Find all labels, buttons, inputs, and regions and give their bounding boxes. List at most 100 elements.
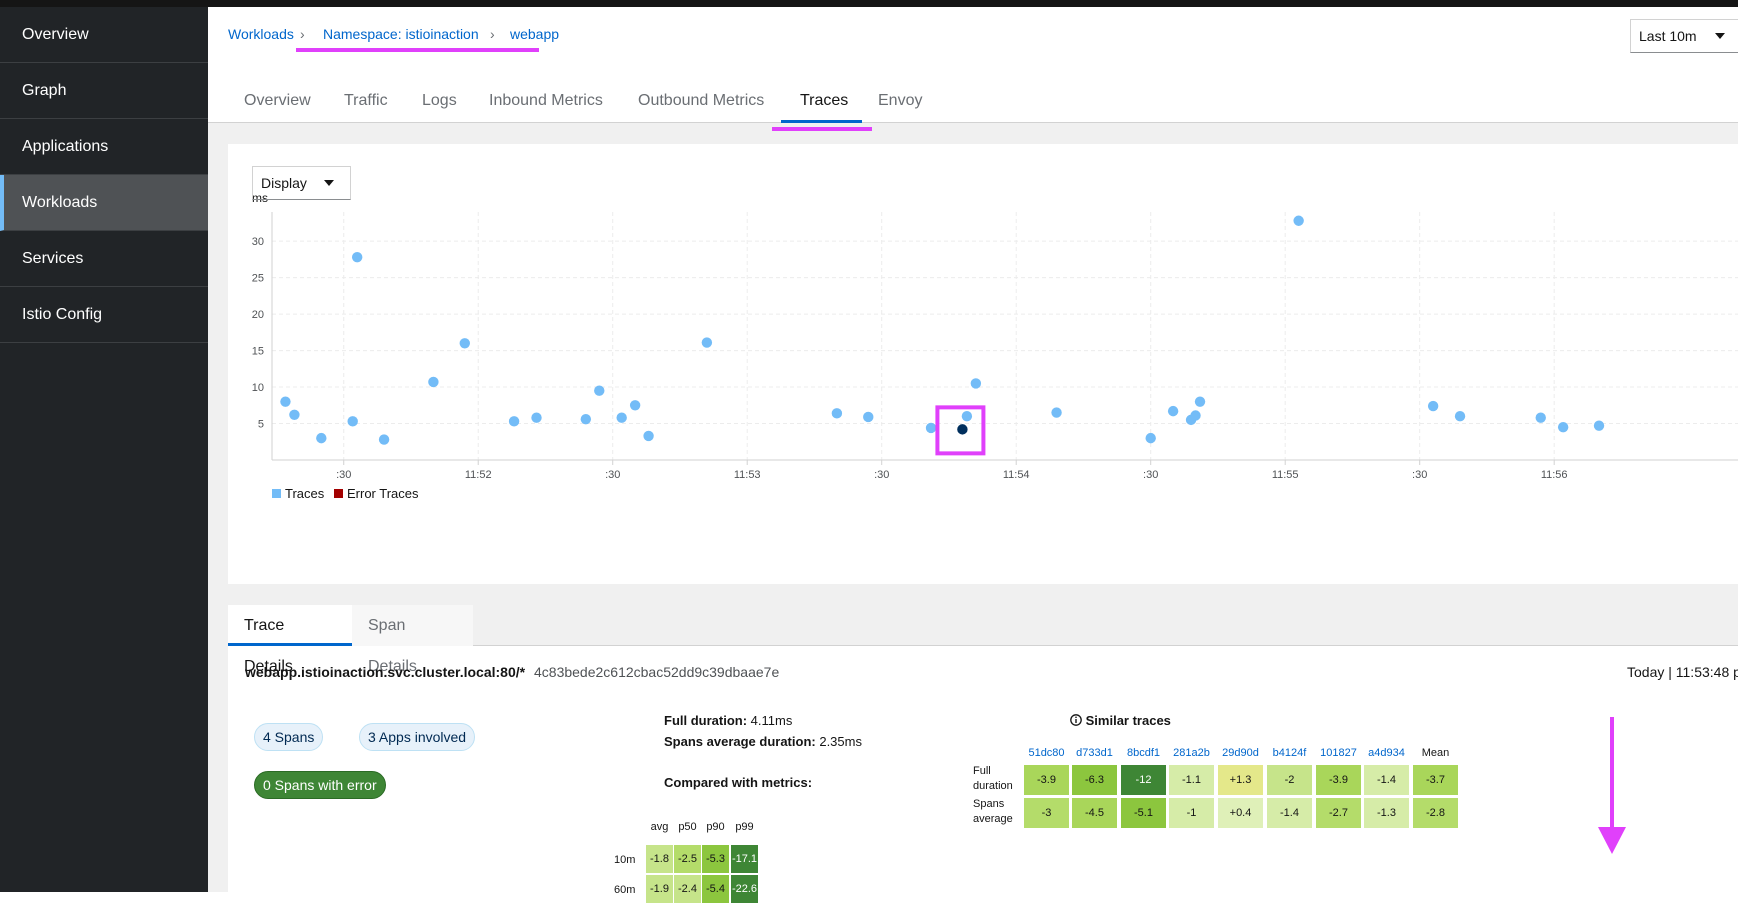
x-tick-label: :30	[605, 469, 620, 481]
trace-point	[1145, 432, 1156, 444]
annotation-underline	[772, 127, 872, 131]
trace-point	[1454, 411, 1466, 422]
y-axis-label: ms	[252, 191, 268, 205]
similar-trace-link[interactable]: b4124f	[1272, 747, 1307, 759]
trace-point	[970, 378, 982, 389]
metric-col-header: p90	[706, 821, 725, 833]
x-tick-label: 11:54	[1003, 469, 1030, 481]
similar-trace-link[interactable]: 281a2b	[1173, 747, 1210, 759]
metric-col-header: p99	[735, 821, 754, 833]
sidebar-item-overview[interactable]: Overview	[0, 7, 208, 63]
display-dropdown[interactable]: Display	[252, 166, 351, 200]
trace-point	[925, 422, 937, 434]
metric-cell: -17.1	[731, 845, 758, 873]
time-range-value: Last 10m	[1639, 28, 1697, 44]
metric-cell: -2.4	[674, 875, 701, 903]
trace-point	[1194, 396, 1206, 407]
sidebar-item-applications[interactable]: Applications	[0, 119, 208, 175]
trace-point	[289, 409, 300, 420]
trace-point	[643, 430, 654, 442]
trace-point	[701, 337, 713, 348]
similar-cell: -1	[1169, 798, 1214, 828]
similar-cell: -2.8	[1413, 798, 1458, 828]
similar-trace-link[interactable]: a4d934	[1368, 747, 1405, 759]
similar-cell: -3.9	[1316, 765, 1361, 795]
similar-traces-title: Similar traces	[1070, 713, 1171, 728]
trace-point	[531, 412, 542, 423]
trace-point	[1167, 405, 1179, 417]
tab-overview[interactable]: Overview	[244, 92, 311, 109]
y-tick-label: 25	[252, 273, 264, 285]
trace-id: 4c83bede2c612cbac52dd9c39dbaae7e	[534, 664, 780, 680]
full-duration-value: 4.11ms	[750, 713, 793, 728]
tab-outbound-metrics[interactable]: Outbound Metrics	[638, 92, 765, 109]
trace-point	[459, 338, 470, 349]
y-tick-label: 20	[252, 309, 264, 321]
trace-service-name: webapp.istioinaction.svc.cluster.local:8…	[245, 664, 526, 680]
trace-point	[629, 400, 641, 411]
similar-trace-link[interactable]: 8bcdf1	[1126, 747, 1161, 759]
breadcrumb-separator-icon: ›	[300, 26, 305, 42]
similar-cell: -1.3	[1364, 798, 1409, 828]
sidebar-item-services[interactable]: Services	[0, 231, 208, 287]
spans-count-badge[interactable]: 4 Spans	[254, 723, 324, 751]
legend-label: Error Traces	[347, 486, 419, 501]
breadcrumb-namespace[interactable]: Namespace: istioinaction	[323, 26, 479, 42]
trace-point	[863, 411, 874, 423]
page-header: Workloads › Namespace: istioinaction › w…	[208, 7, 1738, 123]
trace-point	[1593, 420, 1605, 431]
y-tick-label: 10	[252, 382, 264, 394]
breadcrumb-workloads[interactable]: Workloads	[228, 26, 294, 42]
similar-traces-label: Similar traces	[1085, 713, 1171, 728]
spans-average-duration: Spans average duration: 2.35ms	[664, 734, 862, 749]
tab-traffic[interactable]: Traffic	[344, 92, 388, 109]
tab-trace-details[interactable]: Trace Details	[228, 605, 352, 675]
legend-swatch	[334, 489, 343, 498]
main-content: Workloads › Namespace: istioinaction › w…	[208, 7, 1738, 903]
trace-point	[1190, 410, 1201, 421]
similar-cell: -12	[1121, 765, 1166, 795]
traces-chart-card: ms 5 10 15 20 25 30:30 11:52:30 11:53:30 11:54:30…	[228, 144, 1738, 584]
similar-cell: +0.4	[1218, 798, 1263, 828]
tab-envoy[interactable]: Envoy	[878, 92, 923, 109]
y-tick-label: 5	[258, 419, 264, 431]
selected-trace-point	[957, 424, 968, 435]
metric-cell: -1.8	[646, 845, 673, 873]
apps-involved-badge[interactable]: 3 Apps involved	[359, 723, 476, 751]
trace-timestamp: Today | 11:53:48 pm (3	[1627, 664, 1738, 680]
caret-down-icon	[1715, 33, 1725, 39]
similar-trace-link: Mean	[1421, 747, 1450, 759]
similar-cell: +1.3	[1218, 765, 1263, 795]
metric-cell: -2.5	[674, 845, 701, 873]
trace-point	[280, 396, 291, 407]
metric-cell: -5.3	[702, 845, 729, 873]
similar-cell: -5.1	[1121, 798, 1166, 828]
sidebar-item-graph[interactable]: Graph	[0, 63, 208, 119]
trace-point	[347, 416, 358, 427]
tab-span-details[interactable]: Span Details	[352, 605, 473, 675]
similar-trace-link[interactable]: d733d1	[1076, 747, 1113, 759]
similar-cell: -4.5	[1072, 798, 1117, 828]
similar-cell: -6.3	[1072, 765, 1117, 795]
breadcrumb-separator-icon: ›	[490, 26, 495, 42]
sidebar-item-istio-config[interactable]: Istio Config	[0, 287, 208, 343]
legend-label: Traces	[285, 486, 325, 501]
similar-cell: -3	[1024, 798, 1069, 828]
trace-point	[961, 411, 973, 422]
annotation-underline	[296, 48, 539, 52]
similar-trace-link[interactable]: 29d90d	[1222, 747, 1259, 759]
x-tick-label: :30	[1143, 469, 1158, 481]
details-tabs: Trace Details Span Details	[228, 605, 1738, 675]
tab-inbound-metrics[interactable]: Inbound Metrics	[489, 92, 603, 109]
time-range-dropdown[interactable]: Last 10m	[1630, 19, 1738, 53]
similar-trace-link[interactable]: 51dc80	[1028, 747, 1065, 759]
breadcrumb-workload[interactable]: webapp	[510, 26, 560, 42]
sidebar-item-workloads[interactable]: Workloads	[0, 175, 208, 231]
similar-trace-link[interactable]: 101827	[1320, 747, 1357, 759]
similar-cell: -2.7	[1316, 798, 1361, 828]
tab-traces[interactable]: Traces	[800, 92, 849, 109]
x-tick-label: :30	[874, 469, 889, 481]
metric-col-header: avg	[650, 821, 669, 833]
spans-error-badge[interactable]: 0 Spans with error	[254, 771, 386, 799]
tab-logs[interactable]: Logs	[422, 92, 457, 109]
